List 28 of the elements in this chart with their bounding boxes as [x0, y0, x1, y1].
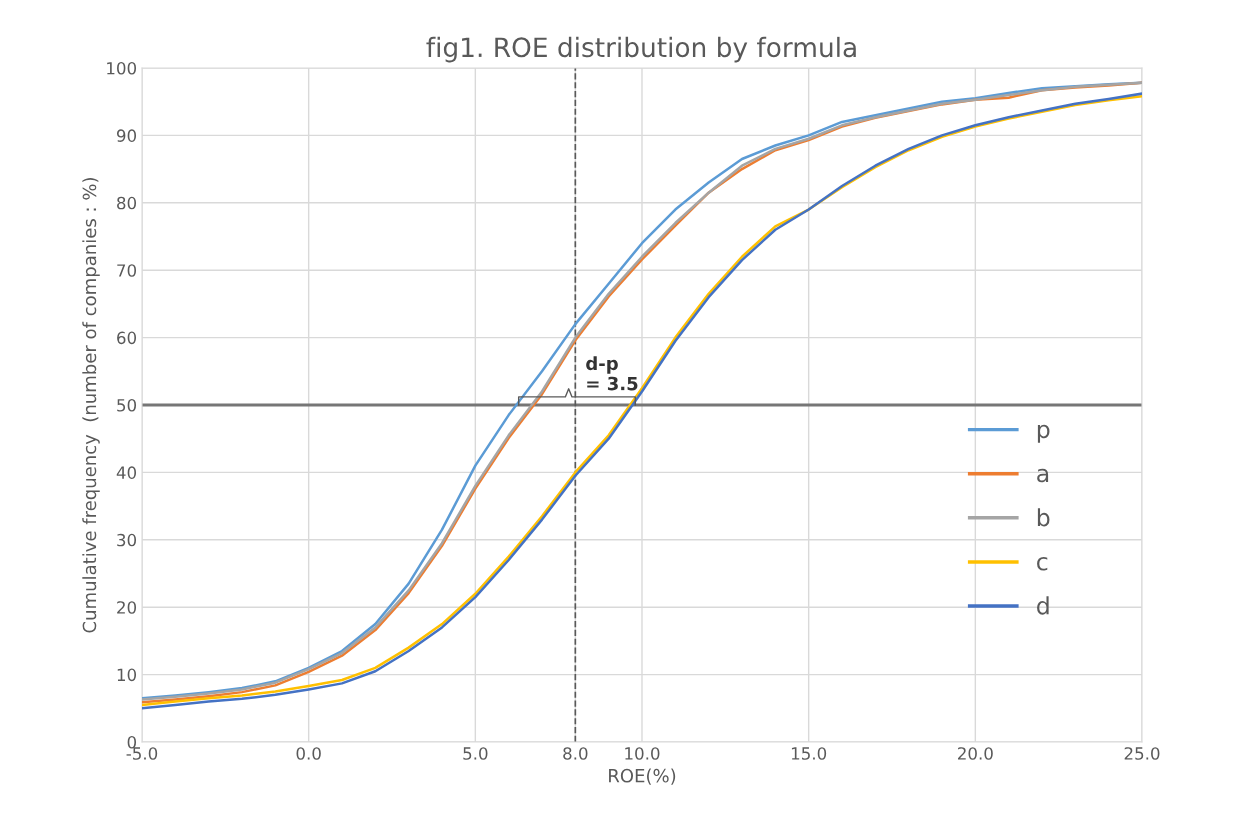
legend-label: d	[1037, 596, 1049, 615]
x-tick-label: 5.0	[463, 747, 488, 760]
x-axis-title: ROE(%)	[609, 768, 676, 785]
x-tick-label: -5.0	[126, 747, 158, 760]
y-axis-title: Cumulative frequency (number of companies : %)	[82, 178, 100, 633]
y-tick-label: 10	[117, 668, 137, 682]
legend-label: c	[1037, 556, 1048, 571]
x-tick-label: 0.0	[296, 747, 321, 760]
x-tick-label: 20.0	[958, 747, 993, 760]
y-tick-label: 30	[117, 533, 137, 547]
y-tick-label: 60	[117, 331, 137, 345]
y-tick-label: 70	[117, 264, 137, 277]
x-tick-label: 10.0	[625, 747, 660, 760]
annotation: d-p = 3.5	[586, 356, 638, 391]
y-tick-label: 40	[116, 466, 137, 479]
y-tick-label: 50	[117, 398, 137, 412]
x-tick-label: 25.0	[1124, 747, 1160, 760]
y-tick-label: 80	[117, 196, 137, 210]
legend-label: a	[1037, 468, 1049, 483]
y-tick-label: 20	[117, 601, 137, 614]
chart-title: fig1. ROE distribution by formula	[426, 36, 856, 63]
legend-label: b	[1037, 508, 1050, 527]
x-tick-label: 15.0	[791, 747, 827, 760]
legend-label: p	[1037, 424, 1050, 443]
y-tick-label: 90	[116, 129, 137, 142]
y-tick-label: 0	[127, 735, 137, 749]
y-tick-label: 100	[107, 61, 137, 75]
x-tick-label: 8.0	[563, 747, 588, 760]
